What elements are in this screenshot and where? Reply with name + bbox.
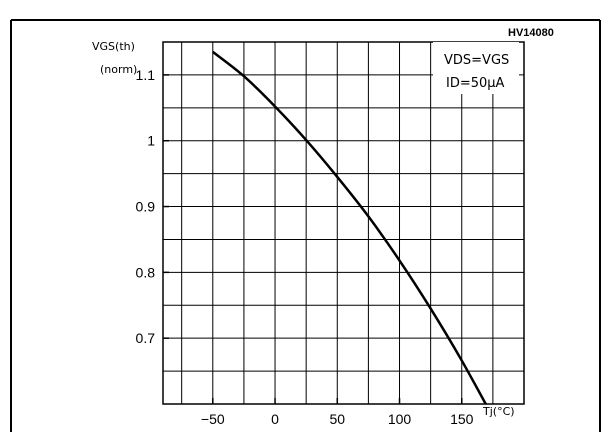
y-tick-label: 1.1 xyxy=(136,67,156,83)
tick-labels: −50 0 50 100 150 0.7 0.8 0.9 1 1.1 xyxy=(136,67,474,427)
y-tick-label: 0.7 xyxy=(136,330,156,346)
y-tick-label: 0.8 xyxy=(136,264,156,280)
y-tick-label: 1 xyxy=(147,133,155,149)
annotation-line-2: ID=50μA xyxy=(446,76,505,91)
x-tick-label: 0 xyxy=(271,411,279,427)
x-tick-label: 150 xyxy=(450,411,474,427)
y-axis-label: VGS(th) xyxy=(92,40,135,53)
y-tick-label: 0.9 xyxy=(136,199,156,215)
plot-frame xyxy=(162,41,525,405)
x-tick-label: 100 xyxy=(388,411,412,427)
plot-border xyxy=(162,41,525,405)
grid xyxy=(163,42,524,404)
x-tick-label: 50 xyxy=(329,411,345,427)
x-tick-label: −50 xyxy=(201,411,225,427)
annotation-box xyxy=(433,42,519,94)
y-axis-label-sub: (norm) xyxy=(100,63,137,76)
series-layer xyxy=(212,50,488,404)
x-axis-label: Tj(°C) xyxy=(482,405,515,418)
figure-code: HV14080 xyxy=(508,27,554,39)
annotation-line-1: VDS=VGS xyxy=(444,53,509,68)
series-line xyxy=(212,50,488,404)
